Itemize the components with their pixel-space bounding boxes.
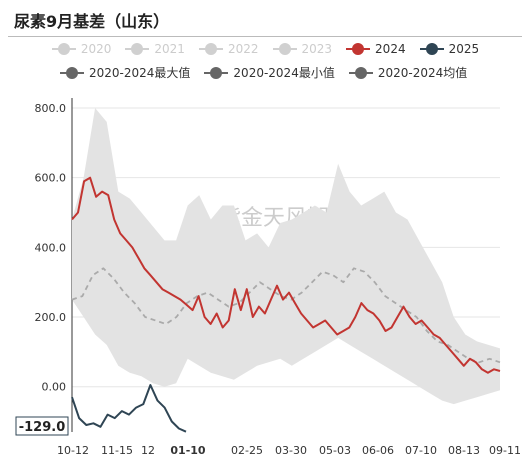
x-tick-label: 02-25: [231, 444, 263, 457]
legend-marker-icon: [272, 42, 297, 56]
legend-row-1: 2020 2021 2022 2023 2024 2025: [0, 42, 531, 56]
min-max-band: [72, 108, 500, 405]
y-tick-label: 0.00: [42, 381, 67, 394]
legend-label: 2020-2024最大值: [89, 66, 191, 80]
legend-label: 2020-2024最小值: [233, 66, 335, 80]
series-line-2025: [71, 384, 187, 433]
x-tick-label: 08-13: [448, 444, 480, 457]
chart-title: 尿素9月基差（山东）: [14, 12, 170, 31]
legend-marker-icon: [198, 42, 223, 56]
title-divider: [8, 36, 522, 37]
legend-marker-icon: [204, 66, 229, 80]
legend-label: 2021: [154, 42, 185, 56]
legend-marker-icon: [348, 66, 373, 80]
legend-marker-icon: [125, 42, 150, 56]
x-tick-label: 09-11: [489, 444, 521, 457]
legend-item-2020[interactable]: 2020: [51, 42, 112, 56]
x-tick-label: 12: [141, 444, 155, 457]
legend-row-2: 2020-2024最大值 2020-2024最小值 2020-2024均值: [60, 64, 467, 81]
legend-marker-icon: [419, 42, 444, 56]
legend-item-2022[interactable]: 2022: [198, 42, 259, 56]
y-tick-label: 400.0: [35, 241, 67, 254]
legend-marker-icon: [346, 42, 371, 56]
x-tick-label: 05-03: [319, 444, 351, 457]
y-tick-label: 800.0: [35, 102, 67, 115]
legend-item-2025[interactable]: 2025: [419, 42, 480, 56]
legend-marker-icon: [51, 42, 76, 56]
legend-item-2023[interactable]: 2023: [272, 42, 333, 56]
legend-label: 2024: [375, 42, 406, 56]
y-tick-label: 600.0: [35, 172, 67, 185]
legend-item-2024[interactable]: 2024: [346, 42, 406, 56]
legend-label: 2020-2024均值: [377, 66, 468, 80]
legend-item-2021[interactable]: 2021: [125, 42, 185, 56]
legend-label: 2025: [448, 42, 480, 56]
x-tick-label: 07-10: [405, 444, 437, 457]
legend-label: 2022: [227, 42, 259, 56]
series-line-average: [71, 267, 501, 364]
y-tick-label: 200.0: [35, 311, 67, 324]
current-value-label: -129.0: [19, 420, 66, 435]
legend-label: 2020: [80, 42, 112, 56]
x-tick-label: 11-15: [101, 444, 133, 457]
current-value-badge: [15, 416, 69, 436]
x-tick-label: 03-30: [275, 444, 307, 457]
x-tick-label: 01-10: [170, 444, 206, 457]
legend-item-2020-2024最小值[interactable]: 2020-2024最小值: [204, 64, 335, 81]
legend-marker-icon: [60, 66, 84, 80]
legend-item-2020-2024最大值[interactable]: 2020-2024最大值: [60, 64, 190, 81]
legend-item-2020-2024均值[interactable]: 2020-2024均值: [348, 64, 468, 81]
series-line-2024: [71, 176, 501, 374]
legend-label: 2023: [301, 42, 333, 56]
x-tick-label: 10-12: [57, 444, 89, 457]
x-tick-label: 06-06: [362, 444, 394, 457]
